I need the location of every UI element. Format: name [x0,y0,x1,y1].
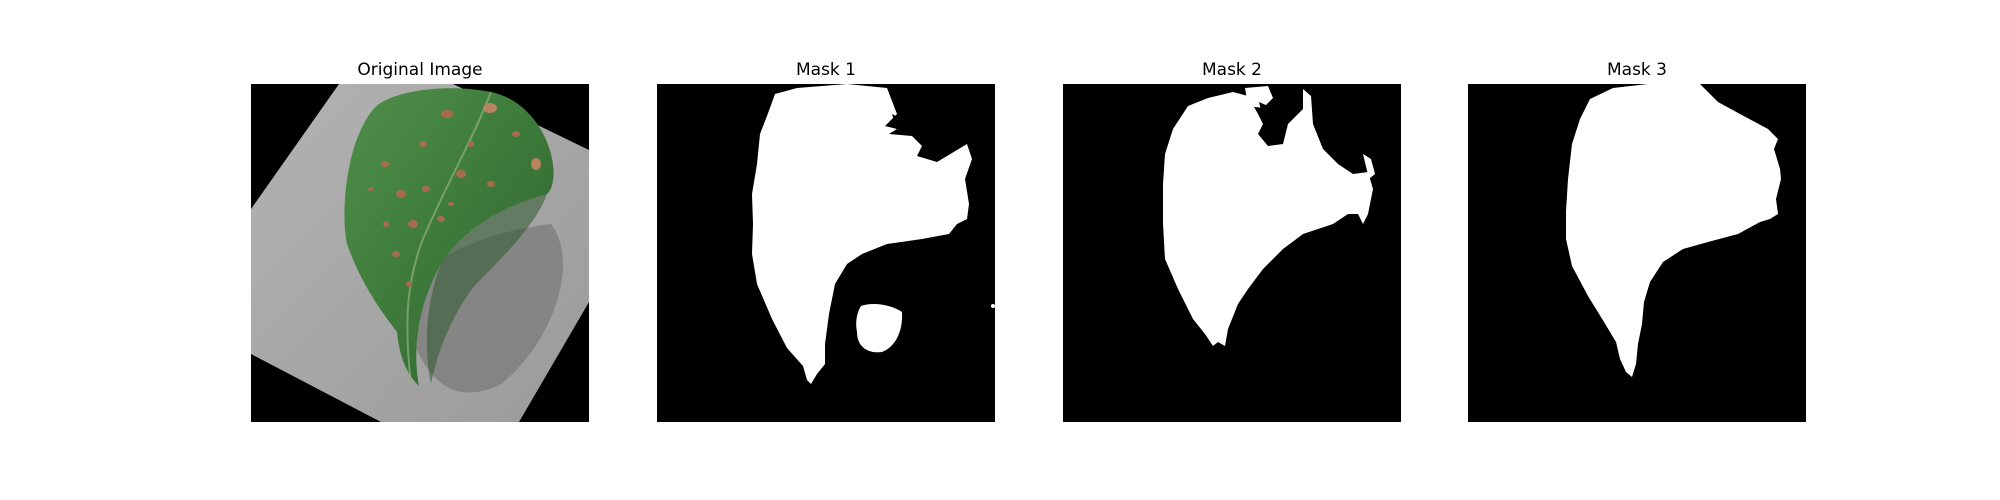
mask-3-panel [1468,84,1806,422]
mask-3-image [1468,84,1806,422]
mask-3-leaf-region [1566,84,1781,377]
leaf-photo [251,84,589,422]
original-image-panel [251,84,589,422]
mask-2-leaf-region [1163,89,1373,346]
panel-title-mask-3: Mask 3 [1606,60,1667,80]
mask-1-blob [856,304,903,353]
mask-1-panel [657,84,995,422]
panel-title-mask-1: Mask 1 [795,60,856,80]
mask-2-panel [1063,84,1401,422]
leaf-shape [344,88,554,387]
panel-title-original-image: Original Image [357,60,483,80]
mask-1-image [657,84,995,422]
mask-2-image [1063,84,1401,422]
panel-title-mask-2: Mask 2 [1201,60,1262,80]
mask-1-leaf-region [752,84,972,384]
leaf-spots [368,103,541,287]
